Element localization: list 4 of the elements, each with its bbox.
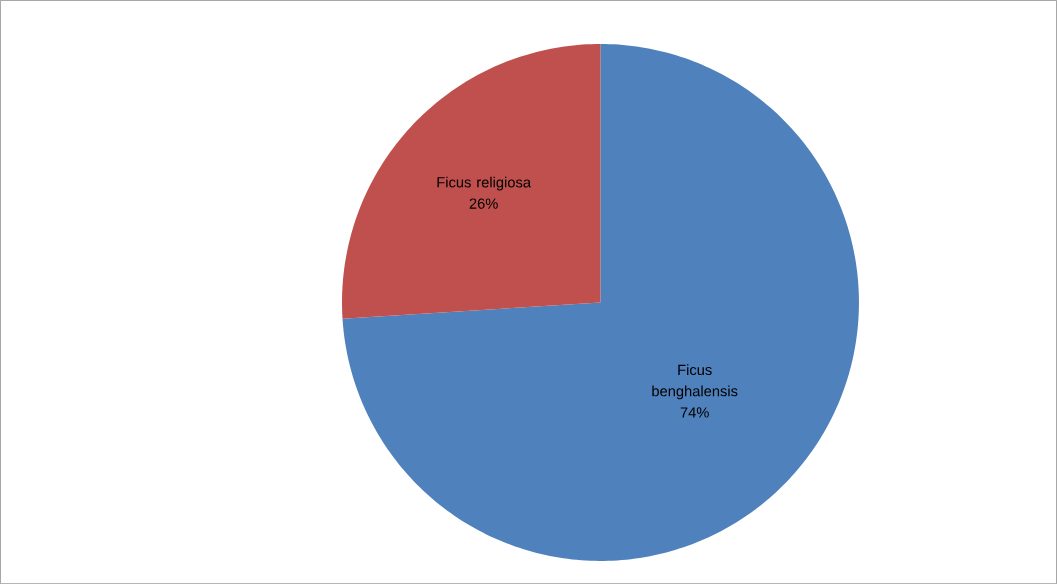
slice-label: Ficus religiosa xyxy=(437,176,531,191)
data-label: 74% xyxy=(680,407,709,418)
slice-label: Ficus benghalensis xyxy=(652,364,738,400)
data-label: 26% xyxy=(469,198,498,209)
